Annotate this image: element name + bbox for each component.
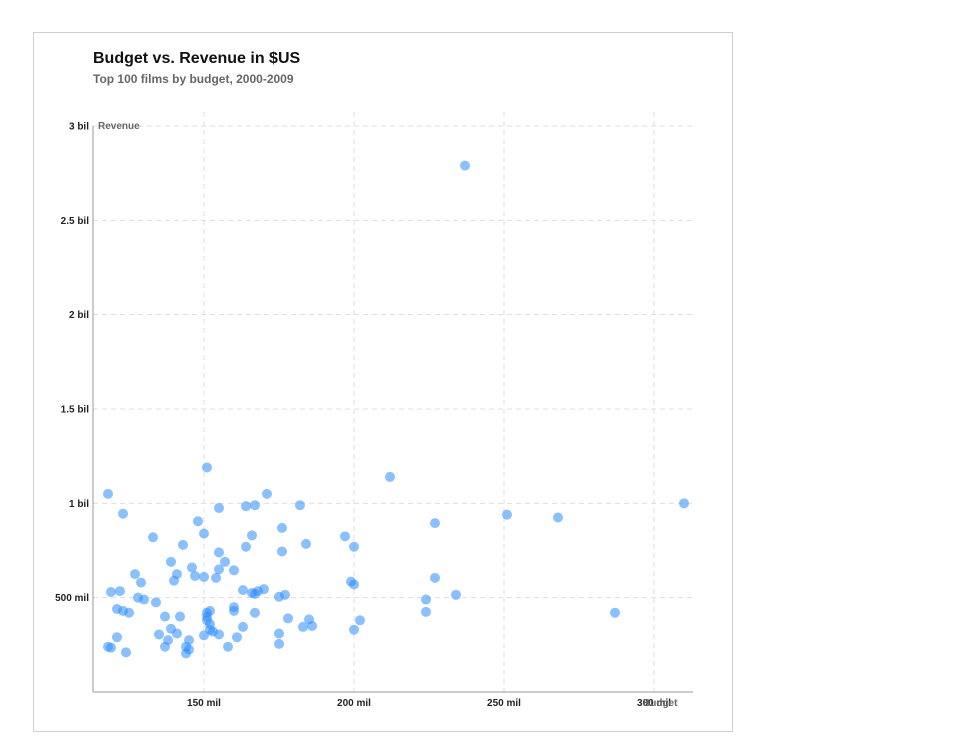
data-point[interactable] [160, 611, 170, 622]
data-point[interactable] [214, 564, 224, 575]
data-point[interactable] [298, 621, 308, 632]
y-tick-label: 1.5 bil [61, 405, 90, 416]
data-point[interactable] [106, 587, 116, 598]
data-point[interactable] [385, 471, 395, 482]
tick-labels: 500 mil 1 bil 1.5 bil 2 bil 2.5 bil 3 bil 150 … [55, 122, 671, 710]
data-point[interactable] [193, 516, 203, 527]
x-tick-label: 150 mil [187, 698, 221, 709]
data-point[interactable] [190, 570, 200, 581]
data-point[interactable] [679, 498, 689, 509]
data-point[interactable] [214, 629, 224, 640]
data-point[interactable] [295, 500, 305, 511]
data-point[interactable] [112, 632, 122, 643]
data-point[interactable] [115, 586, 125, 597]
data-point[interactable] [187, 562, 197, 573]
data-point[interactable] [151, 597, 161, 608]
data-point[interactable] [172, 628, 182, 639]
data-point[interactable] [106, 642, 116, 653]
data-point[interactable] [199, 571, 209, 582]
data-point[interactable] [238, 621, 248, 632]
data-point[interactable] [229, 602, 239, 613]
data-point[interactable] [460, 160, 470, 171]
data-point[interactable] [166, 556, 176, 567]
data-point[interactable] [118, 508, 128, 519]
data-point[interactable] [430, 572, 440, 583]
data-point[interactable] [121, 647, 131, 658]
data-point[interactable] [430, 518, 440, 529]
data-point[interactable] [349, 541, 359, 552]
data-point[interactable] [262, 488, 272, 499]
data-point[interactable] [199, 630, 209, 641]
data-point[interactable] [280, 589, 290, 600]
x-tick-label: 200 mil [337, 698, 371, 709]
y-tick-label: 500 mil [55, 593, 89, 604]
data-points [103, 160, 689, 659]
x-tick-label: 300 mil [637, 698, 671, 709]
y-tick-label: 2 bil [69, 310, 89, 321]
y-tick-label: 1 bil [69, 499, 89, 510]
data-point[interactable] [502, 509, 512, 520]
data-point[interactable] [220, 556, 230, 567]
data-point[interactable] [184, 635, 194, 646]
y-axis-label: Revenue [98, 121, 140, 132]
data-point[interactable] [160, 641, 170, 652]
data-point[interactable] [553, 512, 563, 523]
data-point[interactable] [349, 624, 359, 635]
data-point[interactable] [175, 611, 185, 622]
data-point[interactable] [451, 589, 461, 600]
data-point[interactable] [301, 538, 311, 549]
y-tick-label: 2.5 bil [61, 216, 90, 227]
data-point[interactable] [421, 594, 431, 605]
data-point[interactable] [355, 615, 365, 626]
data-point[interactable] [250, 500, 260, 511]
data-point[interactable] [610, 607, 620, 618]
data-point[interactable] [259, 584, 269, 595]
data-point[interactable] [277, 522, 287, 533]
data-point[interactable] [214, 547, 224, 558]
x-axis-label: Budget [643, 698, 678, 709]
data-point[interactable] [139, 594, 149, 605]
data-point[interactable] [148, 532, 158, 543]
data-point[interactable] [232, 632, 242, 643]
data-point[interactable] [214, 503, 224, 514]
data-point[interactable] [421, 606, 431, 617]
data-point[interactable] [199, 528, 209, 539]
data-point[interactable] [277, 546, 287, 557]
data-point[interactable] [229, 565, 239, 576]
data-point[interactable] [247, 530, 257, 541]
data-point[interactable] [124, 607, 134, 618]
data-point[interactable] [178, 539, 188, 550]
data-point[interactable] [211, 572, 221, 583]
data-point[interactable] [136, 577, 146, 588]
data-point[interactable] [340, 531, 350, 542]
data-point[interactable] [250, 607, 260, 618]
data-point[interactable] [130, 569, 140, 580]
data-point[interactable] [283, 613, 293, 624]
x-tick-label: 250 mil [487, 698, 521, 709]
data-point[interactable] [169, 575, 179, 586]
data-point[interactable] [202, 462, 212, 473]
data-point[interactable] [241, 501, 251, 512]
chart-title: Budget vs. Revenue in $US [93, 50, 301, 67]
data-point[interactable] [181, 648, 191, 659]
y-tick-label: 3 bil [69, 122, 89, 133]
chart-subtitle: Top 100 films by budget, 2000-2009 [93, 72, 294, 86]
data-point[interactable] [241, 541, 251, 552]
data-point[interactable] [349, 579, 359, 590]
data-point[interactable] [238, 585, 248, 596]
data-point[interactable] [307, 620, 317, 631]
data-point[interactable] [154, 629, 164, 640]
data-point[interactable] [274, 638, 284, 649]
grid-lines [93, 112, 693, 692]
data-point[interactable] [223, 641, 233, 652]
data-point[interactable] [103, 488, 113, 499]
data-point[interactable] [274, 628, 284, 639]
